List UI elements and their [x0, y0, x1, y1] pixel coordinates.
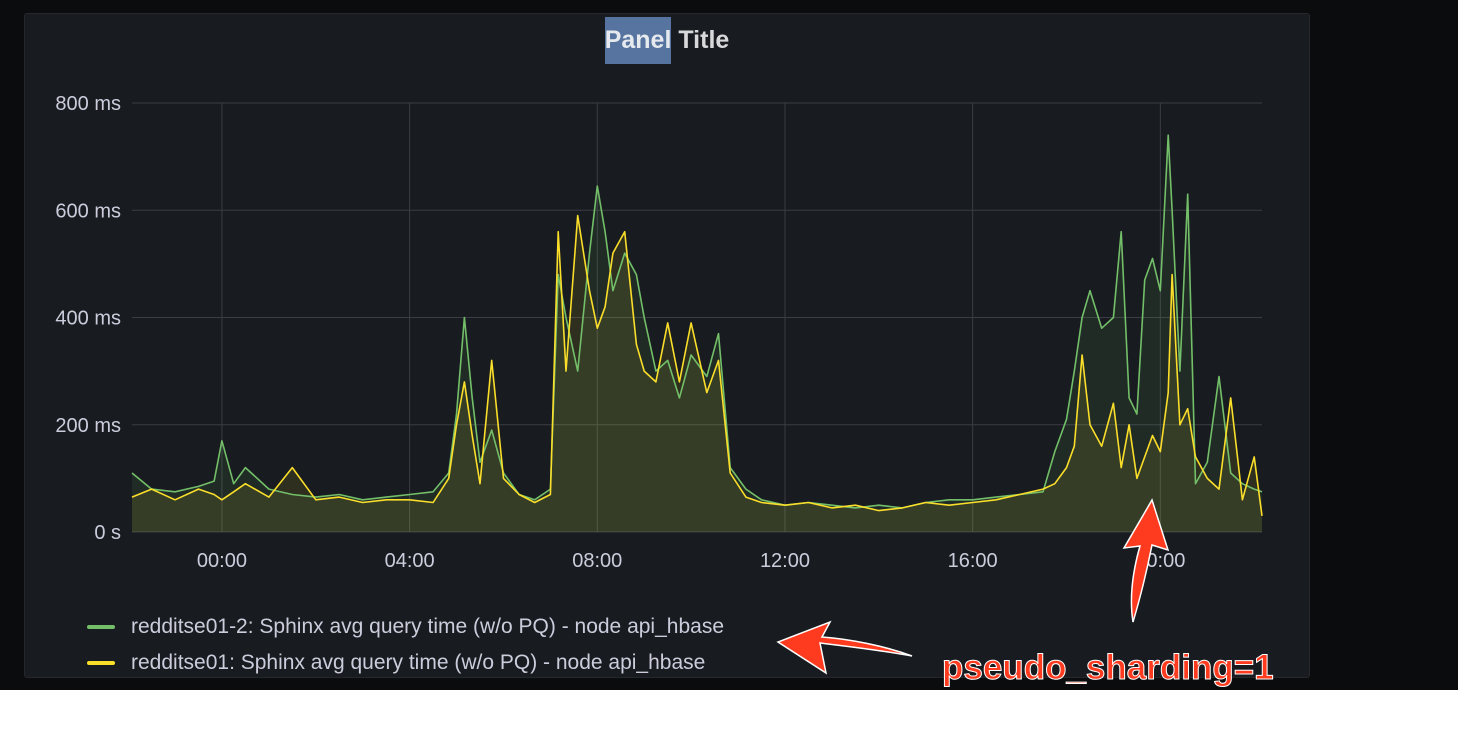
- y-tick-label: 200 ms: [55, 415, 121, 437]
- x-tick-label: 12:00: [760, 550, 810, 572]
- graph-panel: Panel Title redditse01-2: Sphinx avg que…: [24, 13, 1310, 678]
- y-tick-label: 400 ms: [55, 308, 121, 330]
- series-line-2: [131, 214, 1263, 517]
- y-tick-label: 600 ms: [55, 200, 121, 222]
- series-area-1: [132, 135, 1262, 532]
- legend-swatch-series-2: [87, 661, 115, 665]
- annotation-arrow-up: [1122, 498, 1170, 623]
- panel-title-selected-text: Panel: [604, 17, 672, 64]
- annotation-label: pseudo_sharding=1: [942, 648, 1275, 688]
- legend-item-series-2[interactable]: redditse01: Sphinx avg query time (w/o P…: [87, 645, 724, 681]
- x-tick-label: 08:00: [572, 550, 622, 572]
- series-line-1: [131, 134, 1263, 509]
- annotation-arrow-left: [776, 620, 913, 675]
- panel-title-rest: Title: [671, 26, 730, 54]
- legend-item-series-1[interactable]: redditse01-2: Sphinx avg query time (w/o…: [87, 609, 724, 645]
- y-tick-label: 800 ms: [55, 93, 121, 115]
- series-area-2: [132, 215, 1262, 532]
- x-tick-label: 16:00: [948, 550, 998, 572]
- x-tick-label: 04:00: [385, 550, 435, 572]
- legend: redditse01-2: Sphinx avg query time (w/o…: [87, 609, 724, 681]
- x-tick-label: 00:00: [197, 550, 247, 572]
- y-tick-label: 0 s: [94, 522, 121, 544]
- legend-label-series-1: redditse01-2: Sphinx avg query time (w/o…: [131, 615, 724, 638]
- legend-swatch-series-1: [87, 625, 115, 629]
- legend-label-series-2: redditse01: Sphinx avg query time (w/o P…: [131, 651, 706, 674]
- panel-title[interactable]: Panel Title: [25, 17, 1309, 64]
